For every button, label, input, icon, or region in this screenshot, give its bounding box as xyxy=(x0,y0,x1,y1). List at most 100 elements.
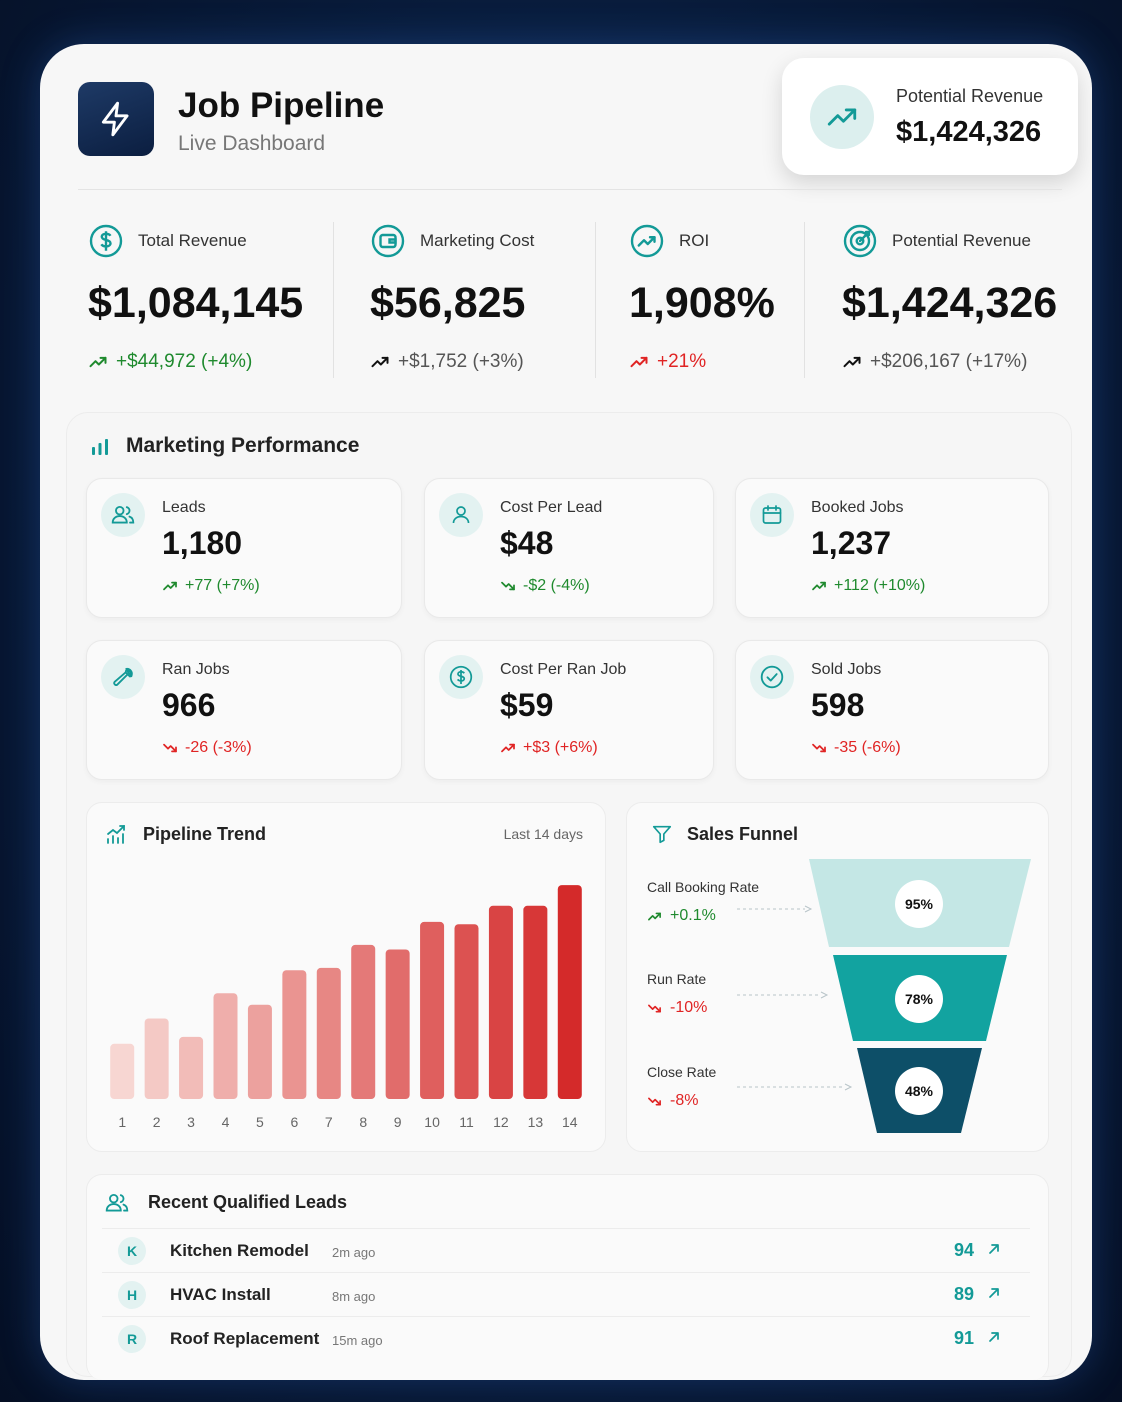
metric-icon-circle xyxy=(101,655,145,699)
funnel-stage-change: -8% xyxy=(647,1092,698,1110)
lightning-icon xyxy=(101,101,129,137)
metric-change: +77 (+7%) xyxy=(162,577,260,595)
funnel-stage-change: +0.1% xyxy=(647,907,716,925)
app-logo xyxy=(78,82,154,156)
pr-value: $1,424,326 xyxy=(896,116,1042,148)
kpi-change-text: +$206,167 (+17%) xyxy=(870,351,1028,372)
funnel-connector-arrow xyxy=(844,1083,853,1091)
metric-change: +$3 (+6%) xyxy=(500,739,598,757)
funnel-value: 78% xyxy=(905,991,934,1007)
funnel-stage-change: -10% xyxy=(647,999,707,1017)
pr-label: Potential Revenue xyxy=(896,86,1044,106)
lead-name: HVAC Install xyxy=(170,1285,271,1304)
arrow-up-right-icon[interactable] xyxy=(986,1285,1002,1301)
sales-funnel-panel: Sales Funnel Call Booking Rate +0.1% Run… xyxy=(626,802,1049,1152)
bar-5 xyxy=(247,1004,272,1099)
x-tick-label: 11 xyxy=(459,1114,474,1130)
metric-change: -$2 (-4%) xyxy=(500,577,590,595)
arrow-up-right-icon[interactable] xyxy=(986,1329,1002,1345)
filter-icon xyxy=(652,825,672,844)
lead-time: 2m ago xyxy=(332,1245,376,1260)
arrow-up-right-icon[interactable] xyxy=(986,1241,1002,1257)
bar-4 xyxy=(213,993,238,1099)
kpi-change: +21% xyxy=(629,351,706,373)
kpi-label: ROI xyxy=(679,231,710,250)
x-tick-label: 10 xyxy=(424,1114,440,1130)
pr-icon-circle xyxy=(810,85,874,149)
funnel-stage-label: Run Rate xyxy=(647,971,707,987)
funnel-stage-label: Close Rate xyxy=(647,1064,717,1080)
dashboard-card: Job Pipeline Live Dashboard Potential Re… xyxy=(40,44,1092,1380)
metric-label: Cost Per Ran Job xyxy=(500,661,627,678)
x-tick-label: 13 xyxy=(528,1114,544,1130)
lead-row[interactable]: H HVAC Install 8m ago 89 xyxy=(102,1272,1030,1316)
lead-row[interactable]: K Kitchen Remodel 2m ago 94 xyxy=(102,1228,1030,1272)
trend-down-icon xyxy=(501,581,515,591)
x-tick-label: 12 xyxy=(493,1114,509,1130)
metric-card-cost-per-ran-job[interactable]: Cost Per Ran Job $59 +$3 (+6%) xyxy=(424,640,714,780)
metric-change-text: -$2 (-4%) xyxy=(523,577,590,594)
x-tick-label: 2 xyxy=(153,1114,161,1130)
trend-up-icon xyxy=(630,356,648,368)
metric-change-text: +112 (+10%) xyxy=(834,577,926,594)
bar-7 xyxy=(316,967,341,1099)
dollar-circle-icon xyxy=(449,665,473,689)
metric-change-text: +$3 (+6%) xyxy=(523,739,598,756)
dollar-circle-icon xyxy=(89,224,123,258)
bar-1 xyxy=(110,1043,135,1099)
trend-down-icon xyxy=(163,743,177,753)
lead-time: 15m ago xyxy=(332,1333,383,1348)
metric-change: -26 (-3%) xyxy=(162,739,252,757)
metric-icon-circle xyxy=(439,655,483,699)
potential-revenue-card[interactable]: Potential Revenue $1,424,326 xyxy=(782,58,1078,175)
kpi-change: +$44,972 (+4%) xyxy=(88,351,252,373)
bar-3 xyxy=(179,1036,204,1099)
x-tick-label: 4 xyxy=(222,1114,230,1130)
x-tick-label: 1 xyxy=(118,1114,126,1130)
kpi-marketing-cost: Marketing Cost $56,825 +$1,752 (+3%) xyxy=(370,219,590,379)
bar-14 xyxy=(557,885,582,1099)
trend-down-icon xyxy=(648,1097,661,1105)
lead-name: Roof Replacement xyxy=(170,1329,320,1348)
funnel-value: 95% xyxy=(905,896,934,912)
lead-row[interactable]: R Roof Replacement 15m ago 91 xyxy=(102,1316,1030,1360)
funnel-value-circle xyxy=(895,880,943,928)
kpi-divider xyxy=(804,222,805,378)
funnel-connector-arrow xyxy=(820,991,829,999)
metric-card-ran-jobs[interactable]: Ran Jobs 966 -26 (-3%) xyxy=(86,640,402,780)
kpi-label: Total Revenue xyxy=(138,231,247,250)
check-circle-icon xyxy=(760,665,784,689)
metric-card-cost-per-lead[interactable]: Cost Per Lead $48 -$2 (-4%) xyxy=(424,478,714,618)
trend-down-icon xyxy=(812,743,826,753)
bar-12 xyxy=(488,905,513,1099)
lead-initial-badge: R xyxy=(118,1325,146,1353)
metric-icon-circle xyxy=(750,493,794,537)
funnel-change-text: +0.1% xyxy=(670,907,716,924)
kpi-value: 1,908% xyxy=(629,279,775,327)
trend-up-icon xyxy=(371,356,389,368)
funnel-graphic: 95% 78% 48% xyxy=(737,859,1031,1133)
funnel-change-text: -8% xyxy=(670,1092,699,1109)
lead-score: 89 xyxy=(953,1284,974,1304)
metric-label: Leads xyxy=(162,499,206,516)
funnel-title: Sales Funnel xyxy=(687,824,799,844)
kpi-value: $56,825 xyxy=(370,279,526,327)
bar-9 xyxy=(385,949,410,1099)
metric-card-sold-jobs[interactable]: Sold Jobs 598 -35 (-6%) xyxy=(735,640,1049,780)
metric-card-booked-jobs[interactable]: Booked Jobs 1,237 +112 (+10%) xyxy=(735,478,1049,618)
kpi-value: $1,084,145 xyxy=(88,279,304,327)
trend-up-icon xyxy=(501,743,515,753)
metric-icon-circle xyxy=(101,493,145,537)
metric-card-leads[interactable]: Leads 1,180 +77 (+7%) xyxy=(86,478,402,618)
wrench-icon xyxy=(113,667,133,686)
funnel-connector-arrow xyxy=(804,905,813,913)
metric-value: $59 xyxy=(500,687,554,723)
bar-13 xyxy=(523,905,548,1099)
kpi-change-text: +$1,752 (+3%) xyxy=(398,351,524,372)
recent-leads-title: Recent Qualified Leads xyxy=(148,1192,348,1212)
trend-up-icon xyxy=(163,581,177,591)
x-tick-label: 9 xyxy=(394,1114,402,1130)
kpi-change-text: +21% xyxy=(657,351,707,372)
metric-icon-circle xyxy=(750,655,794,699)
app-subtitle: Live Dashboard xyxy=(178,132,326,155)
